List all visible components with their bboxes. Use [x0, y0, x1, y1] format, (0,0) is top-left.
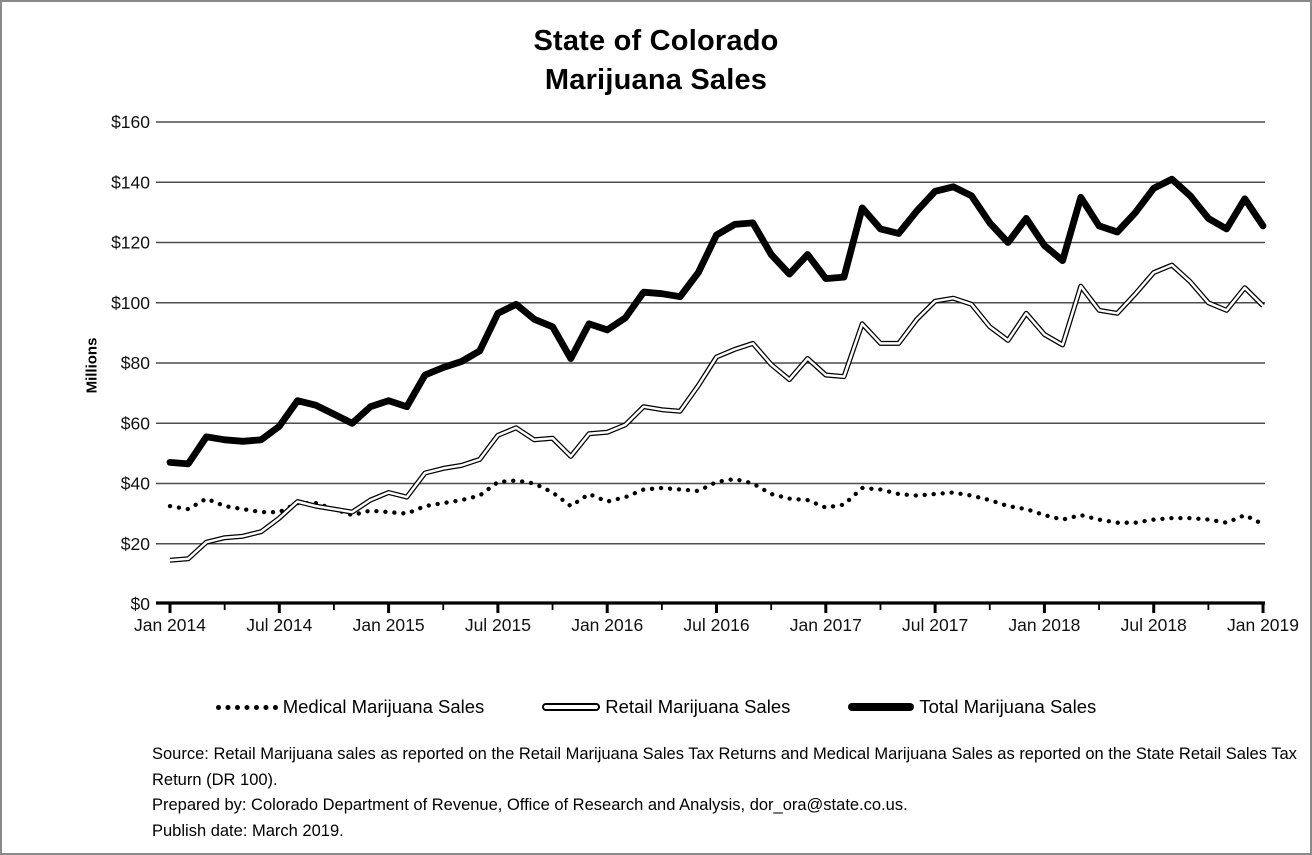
total-series-line — [166, 175, 1267, 468]
x-tick-label: Jul 2018 — [1121, 615, 1187, 635]
legend-entry-retail: Retail Marijuana Sales — [542, 696, 790, 718]
y-tick-label: $100 — [111, 293, 150, 313]
medical-series-swatch-icon — [215, 704, 278, 710]
legend-entry-total: Total Marijuana Sales — [848, 696, 1096, 718]
x-tick-label: Jan 2015 — [353, 615, 425, 635]
footnotes: Source: Retail Marijuana sales as report… — [152, 742, 1304, 844]
y-tick-label: $60 — [121, 413, 150, 433]
retail-series-swatch-icon — [542, 703, 601, 711]
y-tick-label: $20 — [121, 534, 150, 554]
x-tick-label: Jul 2017 — [902, 615, 968, 635]
legend-entry-medical: Medical Marijuana Sales — [215, 696, 485, 718]
y-tick-label: $80 — [121, 353, 150, 373]
chart-title: State of Colorado Marijuana Sales — [2, 22, 1310, 100]
legend-label-total: Total Marijuana Sales — [919, 696, 1097, 717]
medical-series-line — [167, 476, 1266, 527]
chart-title-line2: Marijuana Sales — [544, 64, 768, 96]
x-tick-label: Jan 2016 — [571, 615, 643, 635]
x-tick-label: Jan 2019 — [1227, 615, 1299, 635]
y-tick-label: $120 — [111, 233, 150, 253]
x-tick-label: Jan 2018 — [1008, 615, 1080, 635]
total-series-swatch-icon — [848, 703, 915, 711]
x-tick-label: Jul 2016 — [683, 615, 749, 635]
retail-series-line-inner — [169, 263, 1264, 562]
footnote-publish-date: Publish date: March 2019. — [152, 821, 344, 840]
footnote-source: Source: Retail Marijuana sales as report… — [152, 745, 1297, 789]
x-tick-label: Jan 2014 — [134, 615, 206, 635]
x-tick-label: Jul 2014 — [246, 615, 312, 635]
footnote-prepared-by: Prepared by: Colorado Department of Reve… — [152, 796, 908, 814]
legend: Medical Marijuana Sales Retail Marijuana… — [2, 696, 1310, 718]
y-tick-label: $140 — [111, 172, 150, 192]
chart-title-line1: State of Colorado — [533, 25, 779, 57]
y-tick-label: $0 — [131, 594, 151, 614]
x-tick-label: Jul 2015 — [465, 615, 531, 635]
legend-label-retail: Retail Marijuana Sales — [605, 696, 791, 717]
y-axis-label: Millions — [83, 337, 101, 394]
x-tick-label: Jan 2017 — [790, 615, 862, 635]
y-tick-label: $160 — [111, 112, 150, 132]
legend-label-medical: Medical Marijuana Sales — [282, 696, 485, 717]
y-tick-label: $40 — [121, 474, 150, 494]
